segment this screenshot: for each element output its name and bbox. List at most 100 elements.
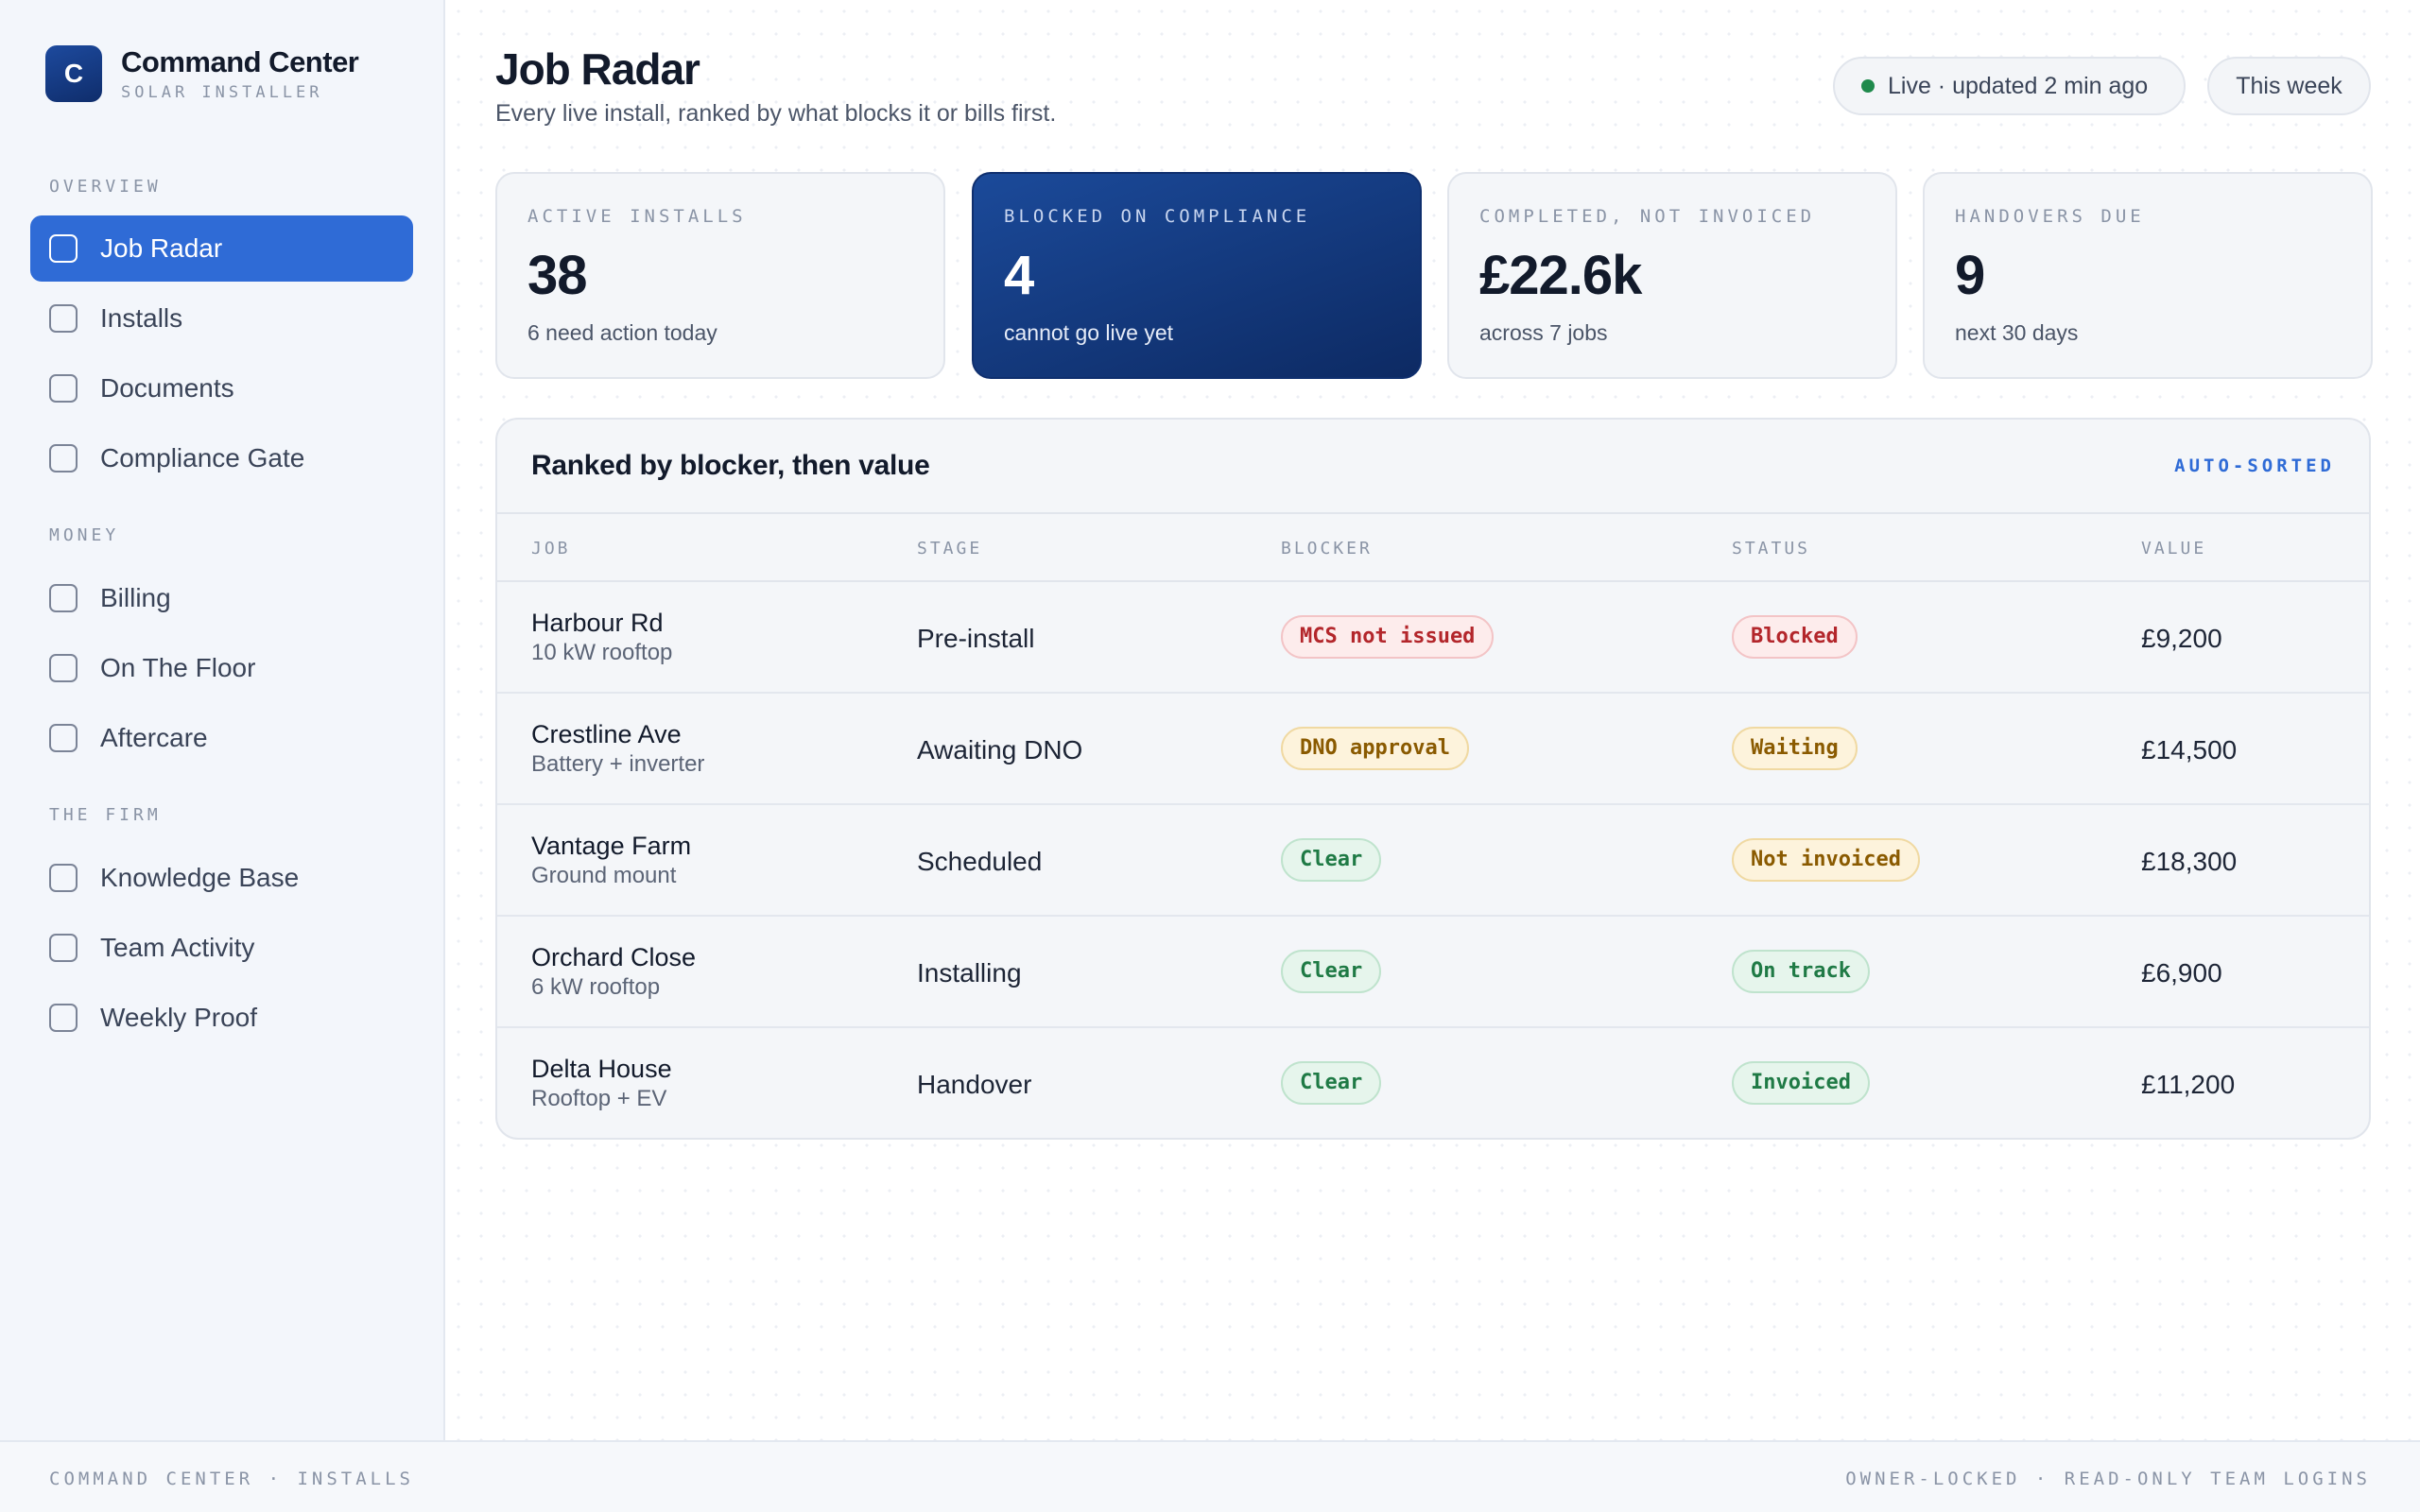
checkbox-icon (49, 654, 78, 682)
blocker-cell: Clear (1281, 838, 1382, 882)
checkbox-icon (49, 444, 78, 472)
live-status-pill[interactable]: Live · updated 2 min ago (1833, 57, 2186, 115)
column-header-blocker[interactable]: BLOCKER (1281, 539, 1373, 558)
kpi-note: 6 need action today (527, 320, 717, 345)
blocker-cell: DNO approval (1281, 727, 1469, 770)
sidebar: C Command Center SOLAR INSTALLER OVERVIE… (0, 0, 445, 1440)
sidebar-item-team-activity[interactable]: Team Activity (30, 915, 413, 981)
kpi-card-completed-not-invoiced[interactable]: COMPLETED, NOT INVOICED £22.6k across 7 … (1447, 172, 1897, 379)
table-row[interactable]: Vantage Farm Ground mount Scheduled Clea… (497, 805, 2369, 917)
sidebar-item-on-the-floor[interactable]: On The Floor (30, 635, 413, 701)
job-cell: Harbour Rd 10 kW rooftop (531, 609, 672, 666)
table-row[interactable]: Harbour Rd 10 kW rooftop Pre-install MCS… (497, 582, 2369, 694)
date-range-button[interactable]: This week (2207, 57, 2371, 115)
stage-cell: Installing (917, 958, 1022, 988)
blocker-badge: MCS not issued (1281, 615, 1495, 659)
stage-cell: Handover (917, 1070, 1032, 1099)
sidebar-item-label: Knowledge Base (100, 863, 300, 892)
status-cell: On track (1732, 950, 1870, 993)
checkbox-icon (49, 304, 78, 333)
footer-left-label: COMMAND CENTER · INSTALLS (49, 1469, 414, 1489)
column-header-job[interactable]: JOB (531, 539, 571, 558)
sidebar-item-label: On The Floor (100, 653, 256, 682)
checkbox-icon (49, 234, 78, 263)
status-badge: Blocked (1732, 615, 1858, 659)
kpi-note: cannot go live yet (1004, 320, 1174, 345)
kpi-label: ACTIVE INSTALLS (527, 206, 747, 227)
status-cell: Not invoiced (1732, 838, 1920, 882)
kpi-value: 38 (527, 245, 588, 306)
table-header: JOB STAGE BLOCKER STATUS VALUE (497, 514, 2369, 582)
column-header-status[interactable]: STATUS (1732, 539, 1811, 558)
blocker-cell: MCS not issued (1281, 615, 1495, 659)
stage-cell: Pre-install (917, 624, 1035, 653)
footer-right-label: OWNER-LOCKED · READ-ONLY TEAM LOGINS (1845, 1469, 2371, 1489)
checkbox-icon (49, 1004, 78, 1032)
status-badge: Not invoiced (1732, 838, 1920, 882)
job-cell: Delta House Rooftop + EV (531, 1055, 672, 1112)
table-row[interactable]: Orchard Close 6 kW rooftop Installing Cl… (497, 917, 2369, 1028)
sidebar-item-job-radar[interactable]: Job Radar (30, 215, 413, 282)
jobs-table-card: Ranked by blocker, then value AUTO-SORTE… (495, 418, 2371, 1140)
job-name: Delta House (531, 1055, 672, 1083)
sidebar-item-documents[interactable]: Documents (30, 355, 413, 421)
sidebar-item-label: Documents (100, 373, 234, 403)
sidebar-item-billing[interactable]: Billing (30, 565, 413, 631)
live-dot-icon (1861, 79, 1875, 93)
sidebar-item-aftercare[interactable]: Aftercare (30, 705, 413, 771)
column-header-stage[interactable]: STAGE (917, 539, 983, 558)
stage-cell: Awaiting DNO (917, 735, 1083, 765)
table-row[interactable]: Crestline Ave Battery + inverter Awaitin… (497, 694, 2369, 805)
sidebar-item-compliance-gate[interactable]: Compliance Gate (30, 425, 413, 491)
page-title: Job Radar (495, 44, 700, 94)
blocker-cell: Clear (1281, 950, 1382, 993)
checkbox-icon (49, 584, 78, 612)
brand-name: Command Center (121, 45, 359, 78)
brand-text: Command Center SOLAR INSTALLER (121, 45, 359, 102)
brand-subtitle: SOLAR INSTALLER (121, 83, 323, 102)
sidebar-item-label: Installs (100, 303, 183, 333)
kpi-note: across 7 jobs (1479, 320, 1608, 345)
sidebar-item-label: Team Activity (100, 933, 255, 962)
kpi-card-active-installs[interactable]: ACTIVE INSTALLS 38 6 need action today (495, 172, 945, 379)
job-name: Harbour Rd (531, 609, 664, 637)
job-name: Crestline Ave (531, 720, 682, 748)
job-detail: Ground mount (531, 863, 677, 888)
kpi-card-blocked-on-compliance[interactable]: BLOCKED ON COMPLIANCE 4 cannot go live y… (972, 172, 1422, 379)
kpi-card-handovers-due[interactable]: HANDOVERS DUE 9 next 30 days (1923, 172, 2373, 379)
nav-section-the-firm: THE FIRM (49, 805, 162, 825)
value-cell: £9,200 (2141, 624, 2222, 653)
status-cell: Waiting (1732, 727, 1858, 770)
live-status-label: Live · updated 2 min ago (1888, 72, 2149, 99)
card-title: Ranked by blocker, then value (531, 450, 930, 481)
checkbox-icon (49, 374, 78, 403)
job-name: Vantage Farm (531, 832, 692, 860)
sidebar-item-label: Compliance Gate (100, 443, 305, 472)
column-header-value[interactable]: VALUE (2141, 539, 2207, 558)
auto-sorted-tag: AUTO-SORTED (2174, 455, 2335, 476)
blocker-badge: Clear (1281, 950, 1382, 993)
sidebar-item-label: Aftercare (100, 723, 208, 752)
job-cell: Orchard Close 6 kW rooftop (531, 943, 696, 1001)
sidebar-item-knowledge-base[interactable]: Knowledge Base (30, 845, 413, 911)
job-name: Orchard Close (531, 943, 697, 971)
brand[interactable]: C Command Center SOLAR INSTALLER (45, 45, 359, 102)
sidebar-item-weekly-proof[interactable]: Weekly Proof (30, 985, 413, 1051)
job-detail: Battery + inverter (531, 751, 705, 777)
sidebar-item-label: Job Radar (100, 233, 223, 263)
kpi-label: HANDOVERS DUE (1955, 206, 2145, 227)
blocker-badge: Clear (1281, 838, 1382, 882)
value-cell: £18,300 (2141, 847, 2238, 876)
kpi-label: COMPLETED, NOT INVOICED (1479, 206, 1816, 227)
blocker-badge: DNO approval (1281, 727, 1469, 770)
page-subtitle: Every live install, ranked by what block… (495, 100, 1057, 127)
table-row[interactable]: Delta House Rooftop + EV Handover Clear … (497, 1028, 2369, 1138)
value-cell: £11,200 (2141, 1070, 2236, 1099)
kpi-value: 9 (1955, 245, 1985, 306)
nav-section-overview: OVERVIEW (49, 177, 162, 197)
blocker-cell: Clear (1281, 1061, 1382, 1105)
job-detail: Rooftop + EV (531, 1086, 667, 1111)
job-detail: 10 kW rooftop (531, 640, 673, 665)
status-badge: On track (1732, 950, 1870, 993)
sidebar-item-installs[interactable]: Installs (30, 285, 413, 352)
